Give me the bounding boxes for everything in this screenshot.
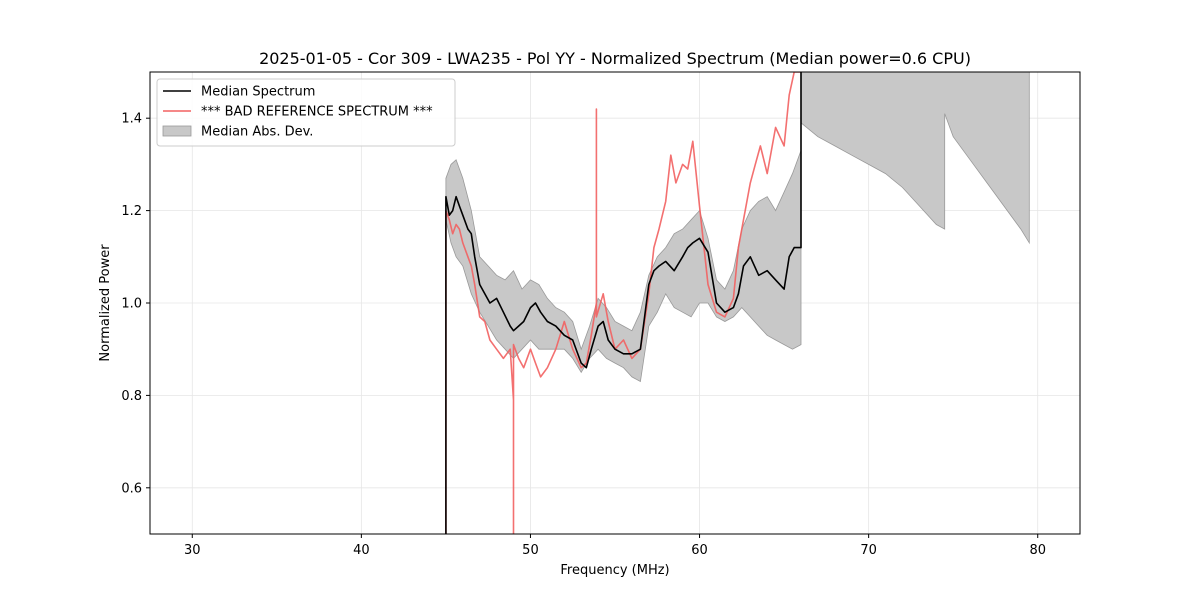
x-axis-label: Frequency (MHz) [560, 563, 669, 578]
x-tick-label: 50 [522, 543, 539, 558]
median-spectrum-line [445, 72, 802, 534]
chart-title: 2025-01-05 - Cor 309 - LWA235 - Pol YY -… [259, 49, 971, 68]
legend-entry-label: Median Spectrum [201, 85, 315, 100]
legend: Median Spectrum *** BAD REFERENCE SPECTRU… [156, 78, 456, 147]
y-tick-label: 1.2 [121, 204, 142, 219]
legend-entry-label: *** BAD REFERENCE SPECTRUM *** [201, 105, 433, 120]
x-tick-label: 40 [353, 543, 370, 558]
y-tick-label: 0.6 [121, 481, 142, 496]
y-tick-label: 1.0 [121, 297, 142, 312]
bad-reference-spectrum-line [445, 72, 801, 534]
y-tick-label: 0.8 [121, 389, 142, 404]
x-tick-label: 60 [691, 543, 708, 558]
legend-entry-label: Median Abs. Dev. [201, 125, 313, 140]
legend-swatch [162, 125, 192, 137]
plot-data [445, 72, 1030, 534]
y-tick-label: 1.4 [121, 112, 142, 127]
x-tick-label: 70 [860, 543, 877, 558]
x-tick-label: 30 [184, 543, 201, 558]
axis-ticks: 30 40 50 60 70 80 0.6 0.8 1.0 1.2 1.4 [121, 112, 1046, 558]
mad-area [445, 72, 1030, 383]
x-tick-label: 80 [1029, 543, 1046, 558]
legend-frame [156, 78, 456, 147]
y-axis-label: Normalized Power [98, 244, 113, 362]
